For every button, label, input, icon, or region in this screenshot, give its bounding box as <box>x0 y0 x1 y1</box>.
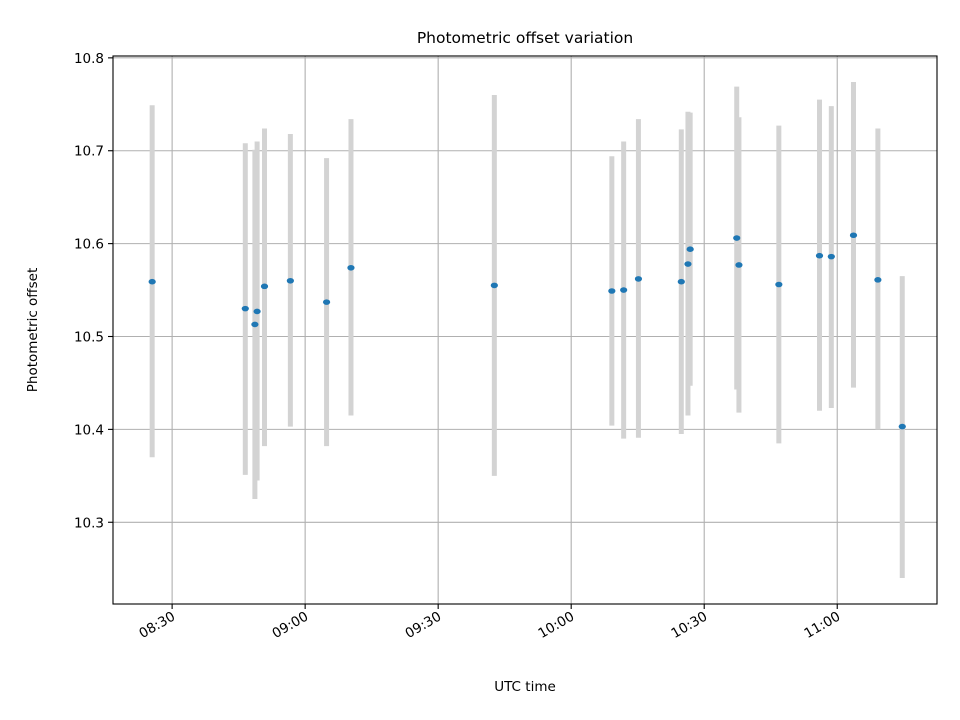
data-point <box>898 423 906 430</box>
y-tick-label: 10.4 <box>74 422 104 438</box>
data-point <box>253 308 261 315</box>
data-point <box>286 277 294 284</box>
data-points <box>148 232 906 430</box>
x-axis-label: UTC time <box>494 679 556 695</box>
grid-lines <box>113 56 937 604</box>
data-point <box>735 262 743 268</box>
data-point <box>608 288 616 294</box>
data-point <box>322 299 331 305</box>
data-point <box>775 281 783 288</box>
data-point <box>634 276 643 282</box>
data-point <box>260 283 269 290</box>
data-point <box>347 264 355 271</box>
y-tick-label: 10.6 <box>74 237 104 253</box>
data-point <box>874 277 882 283</box>
y-tick-label: 10.7 <box>74 144 104 160</box>
data-point <box>251 321 259 328</box>
plot-frame <box>112 55 938 605</box>
data-point <box>733 235 741 241</box>
data-point <box>677 278 685 285</box>
y-tick-label: 10.5 <box>74 330 104 346</box>
y-tick-label: 10.8 <box>74 51 104 67</box>
chart-title: Photometric offset variation <box>417 29 633 47</box>
data-point <box>620 287 628 293</box>
data-point <box>849 232 858 239</box>
data-point <box>241 305 249 312</box>
y-axis-ticks: 10.3 10.4 10.5 10.6 10.7 10.8 <box>74 51 113 531</box>
data-point <box>490 282 498 289</box>
data-point <box>686 246 694 252</box>
y-axis-label: Photometric offset <box>25 268 41 392</box>
data-point <box>815 252 824 259</box>
data-point <box>827 253 835 260</box>
y-tick-label: 10.3 <box>74 515 104 531</box>
data-point <box>148 278 156 285</box>
data-point <box>684 261 692 267</box>
